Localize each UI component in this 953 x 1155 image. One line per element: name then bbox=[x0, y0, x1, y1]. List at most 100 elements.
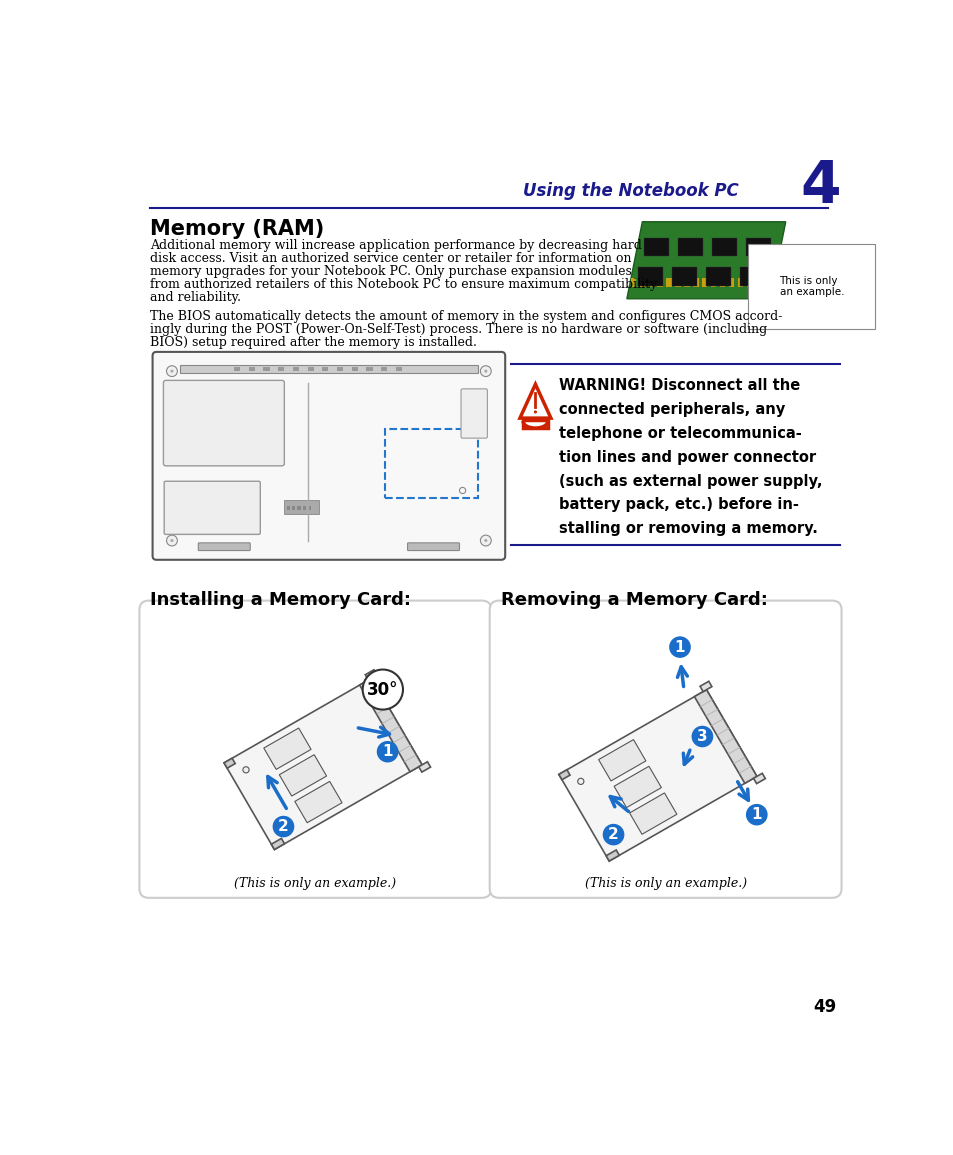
Bar bbox=[657, 278, 662, 288]
Bar bbox=[284, 500, 319, 514]
Circle shape bbox=[691, 725, 713, 747]
Bar bbox=[763, 278, 769, 288]
Circle shape bbox=[362, 670, 402, 709]
FancyBboxPatch shape bbox=[489, 601, 841, 897]
Text: 30°: 30° bbox=[367, 680, 398, 699]
Text: 1: 1 bbox=[382, 744, 393, 759]
Circle shape bbox=[480, 535, 491, 546]
Polygon shape bbox=[598, 739, 645, 781]
Circle shape bbox=[167, 535, 177, 546]
Text: 2: 2 bbox=[277, 819, 289, 834]
Polygon shape bbox=[558, 769, 569, 780]
Text: 3: 3 bbox=[697, 729, 707, 744]
FancyBboxPatch shape bbox=[460, 389, 487, 438]
Bar bbox=[720, 278, 724, 288]
Text: (This is only an example.): (This is only an example.) bbox=[584, 877, 746, 891]
Bar bbox=[693, 278, 698, 288]
Text: (such as external power supply,: (such as external power supply, bbox=[558, 474, 821, 489]
Bar bbox=[728, 278, 734, 288]
Text: BIOS) setup required after the memory is installed.: BIOS) setup required after the memory is… bbox=[150, 336, 476, 349]
Bar bbox=[307, 366, 314, 371]
Polygon shape bbox=[418, 762, 430, 772]
Bar bbox=[352, 366, 357, 371]
Polygon shape bbox=[224, 758, 235, 768]
Bar bbox=[630, 278, 636, 288]
Circle shape bbox=[167, 366, 177, 377]
Polygon shape bbox=[224, 678, 421, 850]
Bar bbox=[293, 366, 298, 371]
Text: (This is only an example.): (This is only an example.) bbox=[234, 877, 396, 891]
Bar bbox=[179, 365, 477, 373]
Bar bbox=[381, 366, 387, 371]
Bar bbox=[395, 366, 402, 371]
Polygon shape bbox=[629, 793, 677, 834]
Polygon shape bbox=[614, 766, 660, 807]
Circle shape bbox=[171, 539, 173, 542]
Text: tion lines and power connector: tion lines and power connector bbox=[558, 449, 815, 464]
Bar bbox=[366, 366, 373, 371]
Bar bbox=[639, 278, 644, 288]
FancyBboxPatch shape bbox=[407, 543, 459, 551]
Circle shape bbox=[243, 767, 249, 773]
Bar bbox=[737, 278, 742, 288]
Bar bbox=[249, 366, 254, 371]
Text: Using the Notebook PC: Using the Notebook PC bbox=[523, 182, 739, 200]
Bar bbox=[322, 366, 328, 371]
Text: Memory (RAM): Memory (RAM) bbox=[150, 219, 324, 239]
Bar bbox=[292, 506, 294, 509]
Polygon shape bbox=[558, 690, 756, 862]
Bar bbox=[746, 278, 751, 288]
Text: 1: 1 bbox=[751, 807, 761, 822]
FancyBboxPatch shape bbox=[164, 482, 260, 535]
Circle shape bbox=[602, 824, 623, 845]
Text: 1: 1 bbox=[674, 640, 684, 655]
Polygon shape bbox=[365, 670, 376, 680]
Text: from authorized retailers of this Notebook PC to ensure maximum compatibility: from authorized retailers of this Notebo… bbox=[150, 278, 657, 291]
Polygon shape bbox=[271, 839, 284, 850]
Bar bbox=[701, 278, 707, 288]
Bar bbox=[303, 506, 306, 509]
Text: 2: 2 bbox=[607, 827, 618, 842]
Bar bbox=[638, 267, 662, 285]
Bar bbox=[286, 506, 290, 509]
Bar bbox=[233, 366, 240, 371]
Bar bbox=[683, 278, 689, 288]
Polygon shape bbox=[626, 222, 785, 299]
Text: and reliability.: and reliability. bbox=[150, 291, 241, 304]
Polygon shape bbox=[700, 681, 711, 692]
Bar bbox=[672, 267, 697, 285]
FancyBboxPatch shape bbox=[139, 601, 491, 897]
Polygon shape bbox=[359, 678, 421, 772]
Bar bbox=[522, 420, 547, 429]
FancyBboxPatch shape bbox=[163, 380, 284, 465]
Polygon shape bbox=[264, 728, 311, 769]
Circle shape bbox=[484, 539, 487, 542]
Text: memory upgrades for your Notebook PC. Only purchase expansion modules: memory upgrades for your Notebook PC. On… bbox=[150, 264, 632, 278]
Bar bbox=[336, 366, 343, 371]
Polygon shape bbox=[694, 690, 756, 783]
Bar bbox=[711, 238, 736, 256]
Text: Installing a Memory Card:: Installing a Memory Card: bbox=[150, 591, 411, 610]
Bar bbox=[308, 506, 311, 509]
Circle shape bbox=[171, 370, 173, 373]
Text: stalling or removing a memory.: stalling or removing a memory. bbox=[558, 521, 817, 536]
Circle shape bbox=[480, 366, 491, 377]
Polygon shape bbox=[294, 782, 342, 822]
Text: telephone or telecommunica-: telephone or telecommunica- bbox=[558, 426, 801, 441]
Polygon shape bbox=[753, 774, 764, 783]
Bar bbox=[675, 278, 680, 288]
Text: ingly during the POST (Power-On-Self-Test) process. There is no hardware or soft: ingly during the POST (Power-On-Self-Tes… bbox=[150, 322, 767, 336]
Text: Removing a Memory Card:: Removing a Memory Card: bbox=[500, 591, 766, 610]
Circle shape bbox=[745, 804, 767, 826]
FancyBboxPatch shape bbox=[152, 352, 505, 560]
Circle shape bbox=[668, 636, 690, 658]
Text: The BIOS automatically detects the amount of memory in the system and configures: The BIOS automatically detects the amoun… bbox=[150, 310, 781, 322]
Bar bbox=[643, 238, 668, 256]
Polygon shape bbox=[279, 754, 326, 796]
Circle shape bbox=[534, 410, 537, 413]
Text: Additional memory will increase application performance by decreasing hard: Additional memory will increase applicat… bbox=[150, 239, 641, 252]
Text: battery pack, etc.) before in-: battery pack, etc.) before in- bbox=[558, 498, 798, 513]
Bar bbox=[755, 278, 760, 288]
Circle shape bbox=[578, 778, 583, 784]
Polygon shape bbox=[605, 850, 618, 862]
